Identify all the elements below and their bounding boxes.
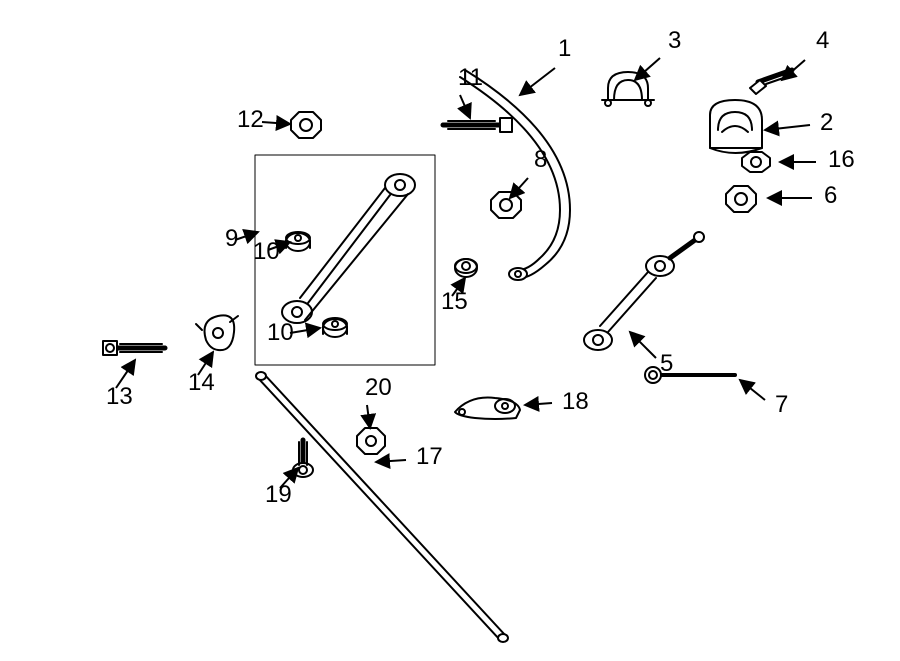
callout-label-2: 2 [820, 109, 833, 136]
callout-label-14: 14 [188, 369, 215, 396]
part-sway-bar [460, 70, 570, 280]
callout-arrow-8 [510, 178, 528, 198]
callout-arrow-5 [630, 332, 656, 358]
callout-label-13: 13 [106, 383, 133, 410]
part-bracket-18 [455, 398, 520, 419]
callout-label-3: 3 [668, 27, 681, 54]
part-nut-6 [726, 186, 756, 212]
part-bolt-4 [750, 70, 792, 94]
callout-label-12: 12 [237, 106, 264, 133]
callout-arrow-2 [765, 125, 810, 130]
callout-label-10: 10 [267, 319, 294, 346]
part-nut-16 [742, 152, 770, 172]
part-cam-washer [196, 315, 238, 350]
callout-label-11: 11 [458, 64, 483, 91]
callout-label-4: 4 [816, 27, 829, 54]
callout-label-15: 15 [441, 288, 468, 315]
callout-arrow-17 [376, 460, 406, 462]
part-bushing [710, 100, 762, 153]
part-bolt-11 [443, 118, 512, 132]
callout-arrow-18 [525, 403, 552, 405]
callout-label-18: 18 [562, 388, 589, 415]
callout-label-9: 9 [225, 225, 238, 252]
callout-arrow-11 [460, 95, 470, 118]
callout-arrow-10 [290, 328, 320, 333]
part-washer-15 [455, 259, 477, 277]
callout-label-17: 17 [416, 443, 443, 470]
callout-label-5: 5 [660, 350, 673, 377]
callout-label-7: 7 [775, 391, 788, 418]
parts-diagram: 123456789101011121314151617181920 [0, 0, 900, 661]
part-bushing-10b [323, 318, 347, 337]
part-nut-8 [491, 192, 521, 218]
callout-arrow-7 [740, 380, 765, 400]
callout-arrow-20 [367, 405, 370, 428]
callout-label-1: 1 [558, 35, 571, 62]
part-bolt-7 [645, 367, 735, 383]
part-nut-12 [291, 112, 321, 138]
callout-label-20: 20 [365, 374, 392, 401]
callout-label-19: 19 [265, 481, 292, 508]
callout-arrow-12 [262, 122, 290, 124]
callout-arrow-3 [635, 58, 660, 80]
callout-label-16: 16 [828, 146, 855, 173]
callout-label-6: 6 [824, 182, 837, 209]
callout-label-8: 8 [534, 146, 547, 173]
callout-arrow-1 [520, 68, 555, 95]
callout-label-10: 10 [253, 238, 280, 265]
part-bolt-13 [103, 341, 165, 355]
part-nut-20 [357, 428, 385, 454]
part-clamp [602, 72, 654, 106]
part-end-link [584, 232, 704, 350]
